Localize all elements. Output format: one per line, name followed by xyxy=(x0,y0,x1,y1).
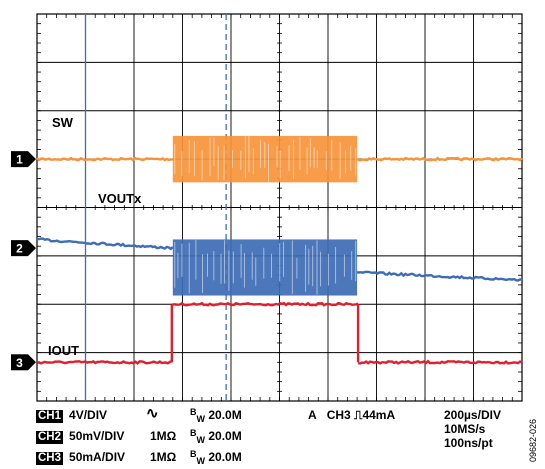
switching-envelope xyxy=(172,239,358,296)
ch2-readout: CH2 50mV/DIV xyxy=(36,429,124,444)
voutx-label: VOUTx xyxy=(98,191,142,206)
ch3-bandwidth: BW 20.0M xyxy=(190,449,242,466)
ch3-readout: CH3 50mA/DIV xyxy=(36,450,125,465)
ch1-bandwidth: BW 20.0M xyxy=(190,407,242,424)
ch3-impedance: 1MΩ xyxy=(150,450,177,464)
marker-box xyxy=(11,240,28,257)
trace-segment xyxy=(356,270,522,282)
graticule xyxy=(36,13,523,402)
ch1-scale: 4V/DIV xyxy=(69,408,108,422)
ch1-coupling-icon: ∿ xyxy=(146,405,159,422)
trigger-readout: A CH3 ⎍44mA xyxy=(308,408,395,422)
channel-3-marker: 3 xyxy=(11,354,36,371)
marker-label: 2 xyxy=(16,242,23,256)
channel-1-marker: 1 xyxy=(11,151,36,168)
trigger-mode: A xyxy=(308,408,317,422)
marker-box xyxy=(11,354,28,371)
waveform-traces xyxy=(36,135,523,366)
trace-segment xyxy=(36,237,174,251)
ch1-tag: CH1 xyxy=(36,410,64,423)
sw-label: SW xyxy=(52,115,74,130)
marker-arrow xyxy=(28,240,36,257)
iout-label: IOUT xyxy=(48,343,79,358)
ch2-scale: 50mV/DIV xyxy=(69,429,125,443)
trace-segment xyxy=(36,156,173,162)
time-per-div: 200µs/DIV xyxy=(444,408,501,422)
record-resolution: 100ns/pt xyxy=(444,436,493,450)
ch3-scale: 50mA/DIV xyxy=(69,450,126,464)
cursor-lines xyxy=(84,14,227,401)
ch2-impedance: 1MΩ xyxy=(150,429,177,443)
figure-id: 09682-026 xyxy=(528,418,538,462)
switching-texture xyxy=(174,239,357,295)
trace-voutx xyxy=(36,237,522,296)
trace-segment xyxy=(36,360,173,366)
ch2-bandwidth: BW 20.0M xyxy=(190,428,242,445)
trigger-edge-icon: ⎍ xyxy=(354,408,363,422)
trigger-source: CH3 xyxy=(326,408,351,422)
ch1-readout: CH1 4V/DIV xyxy=(36,408,107,423)
trace-sw xyxy=(36,135,523,183)
marker-label: 3 xyxy=(16,356,23,370)
trace-segment xyxy=(357,359,523,365)
channel-markers: 1 2 3 xyxy=(11,151,36,371)
trace-iout xyxy=(36,301,523,366)
trace-segment xyxy=(171,301,359,307)
switching-texture xyxy=(174,135,357,183)
marker-box xyxy=(11,151,28,168)
trigger-level: 44mA xyxy=(362,408,396,422)
marker-label: 1 xyxy=(16,153,23,167)
marker-arrow xyxy=(28,151,36,168)
marker-arrow xyxy=(28,354,36,371)
trace-segment xyxy=(356,156,523,162)
channel-2-marker: 2 xyxy=(11,240,36,257)
ch3-tag: CH3 xyxy=(36,452,64,465)
ch2-tag: CH2 xyxy=(36,431,64,444)
sample-rate: 10MS/s xyxy=(444,422,486,436)
